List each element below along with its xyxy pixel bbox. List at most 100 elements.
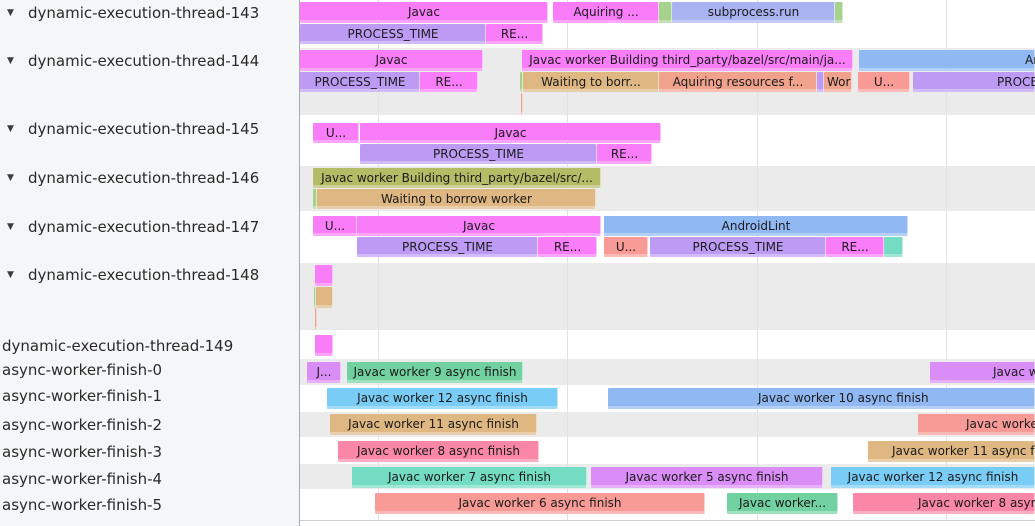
track-label-row[interactable]: async-worker-finish-5	[0, 497, 299, 514]
slice-label: U...	[324, 219, 346, 233]
track-label-row[interactable]: ▼ dynamic-execution-thread-146	[0, 170, 299, 187]
trace-slice[interactable]: U...	[858, 72, 910, 92]
slice-label: AndroidLint	[1025, 53, 1035, 67]
collapse-arrow-icon[interactable]: ▼	[7, 8, 14, 18]
trace-slice[interactable]	[314, 287, 316, 308]
trace-slice[interactable]: Javac worker 10 async finish	[608, 388, 1035, 409]
collapse-arrow-icon[interactable]: ▼	[7, 173, 14, 183]
trace-slice[interactable]: Javac	[360, 123, 661, 143]
time-gridline	[378, 0, 379, 520]
trace-slice[interactable]: Javac	[300, 2, 548, 23]
trace-slice[interactable]: Javac worker Building third_party/bazel/…	[522, 50, 853, 71]
trace-slice[interactable]: PROCESS_TIME	[913, 72, 1035, 92]
trace-slice[interactable]: Javac worker 11 async finish	[330, 414, 537, 435]
track-label-row[interactable]: ▼ dynamic-execution-thread-144	[0, 53, 299, 70]
trace-slice[interactable]: Javac worker 6 async finish	[375, 493, 705, 514]
collapse-arrow-icon[interactable]: ▼	[7, 124, 14, 134]
slice-label: U...	[873, 75, 895, 89]
trace-slice[interactable]: Javac worker 11 async f	[868, 441, 1035, 462]
trace-slice[interactable]	[835, 2, 843, 23]
trace-slice[interactable]: Javac w	[930, 362, 1035, 383]
slice-label: Javac worker 11 async f	[892, 444, 1035, 458]
trace-slice[interactable]	[315, 335, 333, 356]
trace-slice[interactable]: subprocess.run	[672, 2, 835, 23]
trace-slice[interactable]: RE...	[597, 144, 652, 164]
trace-slice[interactable]: PROCESS_TIME	[650, 237, 826, 257]
track-label-row[interactable]: ▼ dynamic-execution-thread-148	[0, 267, 299, 284]
slice-label: Javac worke	[966, 417, 1035, 431]
trace-slice[interactable]	[313, 189, 317, 209]
track-label: dynamic-execution-thread-149	[2, 337, 234, 355]
track-label-row[interactable]: async-worker-finish-1	[0, 388, 299, 405]
trace-slice[interactable]: AndroidLint	[859, 50, 1035, 71]
trace-slice[interactable]: Javac worker 8 async finish	[338, 441, 539, 462]
trace-slice[interactable]	[659, 2, 672, 23]
trace-slice[interactable]: U...	[313, 216, 357, 236]
trace-slice[interactable]: Waiting to borr...	[523, 72, 659, 92]
track-label-row[interactable]: ▼ dynamic-execution-thread-143	[0, 5, 299, 22]
track-label: async-worker-finish-5	[2, 496, 163, 514]
slice-label: Javac worker 12 async finish	[847, 470, 1019, 484]
trace-slice[interactable]: RE...	[486, 24, 543, 44]
slice-label: Aquiring ...	[573, 5, 639, 19]
trace-slice[interactable]: J...	[307, 362, 341, 383]
trace-slice[interactable]: Javac worker...	[727, 493, 838, 514]
trace-slice[interactable]: RE...	[826, 237, 884, 257]
track-label-row[interactable]: ▼ dynamic-execution-thread-145	[0, 121, 299, 138]
trace-slice[interactable]: RE...	[420, 72, 478, 92]
slice-label: U...	[615, 240, 637, 254]
trace-slice[interactable]: AndroidLint	[604, 216, 908, 236]
trace-slice[interactable]: U...	[604, 237, 648, 257]
trace-slice[interactable]: Javac worker 5 async finish	[591, 467, 823, 488]
track-label: async-worker-finish-0	[2, 361, 163, 379]
trace-slice[interactable]: PROCESS_TIME	[357, 237, 538, 257]
slice-label: Wor	[827, 75, 851, 89]
track-label: dynamic-execution-thread-148	[28, 266, 260, 284]
trace-slice[interactable]	[521, 93, 523, 115]
trace-slice[interactable]: PROCESS_TIME	[300, 72, 420, 92]
slice-label: Javac worker 6 async finish	[458, 496, 622, 510]
track-label-row[interactable]: async-worker-finish-3	[0, 444, 299, 461]
trace-slice[interactable]: Aquiring resources f...	[659, 72, 817, 92]
track-label-row[interactable]: async-worker-finish-4	[0, 471, 299, 488]
collapse-arrow-icon[interactable]: ▼	[7, 270, 14, 280]
slice-label: RE...	[841, 240, 869, 254]
track-label-row[interactable]: async-worker-finish-0	[0, 362, 299, 379]
trace-slice[interactable]	[315, 265, 333, 286]
trace-slice[interactable]: PROCESS_TIME	[300, 24, 486, 44]
slice-label: Javac	[375, 53, 408, 67]
track-label-row[interactable]: dynamic-execution-thread-149	[0, 338, 299, 355]
trace-slice[interactable]: RE...	[538, 237, 597, 257]
slice-label: Javac	[408, 5, 440, 19]
collapse-arrow-icon[interactable]: ▼	[7, 56, 14, 66]
collapse-arrow-icon[interactable]: ▼	[7, 222, 14, 232]
trace-slice[interactable]	[520, 72, 523, 92]
trace-slice[interactable]: U...	[313, 123, 359, 143]
trace-slice[interactable]: Javac worker 7 async finish	[352, 467, 587, 488]
trace-slice[interactable]	[817, 72, 824, 92]
trace-slice[interactable]: Javac worker Building third_party/bazel/…	[313, 168, 601, 188]
slice-label: Waiting to borrow worker	[381, 192, 532, 206]
trace-slice[interactable]: Javac worker 12 async finish	[831, 467, 1035, 488]
trace-slice[interactable]: Waiting to borrow worker	[317, 189, 596, 209]
trace-slice[interactable]: Aquiring ...	[553, 2, 659, 23]
trace-slice[interactable]: Wor	[824, 72, 852, 92]
trace-slice[interactable]: Javac worker 8 asyn	[853, 493, 1035, 514]
trace-slice[interactable]: Javac worker 9 async finish	[347, 362, 523, 383]
track-label-row[interactable]: ▼ dynamic-execution-thread-147	[0, 219, 299, 236]
trace-slice[interactable]: Javac	[300, 50, 483, 71]
slice-label: RE...	[500, 27, 529, 41]
trace-slice[interactable]	[316, 287, 333, 308]
track-label-row[interactable]: async-worker-finish-2	[0, 417, 299, 434]
slice-label: PROCESS_TIME	[347, 27, 439, 41]
trace-slice[interactable]: Javac	[357, 216, 601, 236]
trace-slice[interactable]	[884, 237, 903, 257]
trace-slice[interactable]: Javac worke	[918, 414, 1035, 435]
trace-slice[interactable]	[315, 308, 317, 330]
trace-slice[interactable]: Javac worker 12 async finish	[327, 388, 558, 409]
trace-slice[interactable]: PROCESS_TIME	[360, 144, 597, 164]
track-label: async-worker-finish-3	[2, 443, 163, 461]
track-label: dynamic-execution-thread-143	[28, 4, 260, 22]
